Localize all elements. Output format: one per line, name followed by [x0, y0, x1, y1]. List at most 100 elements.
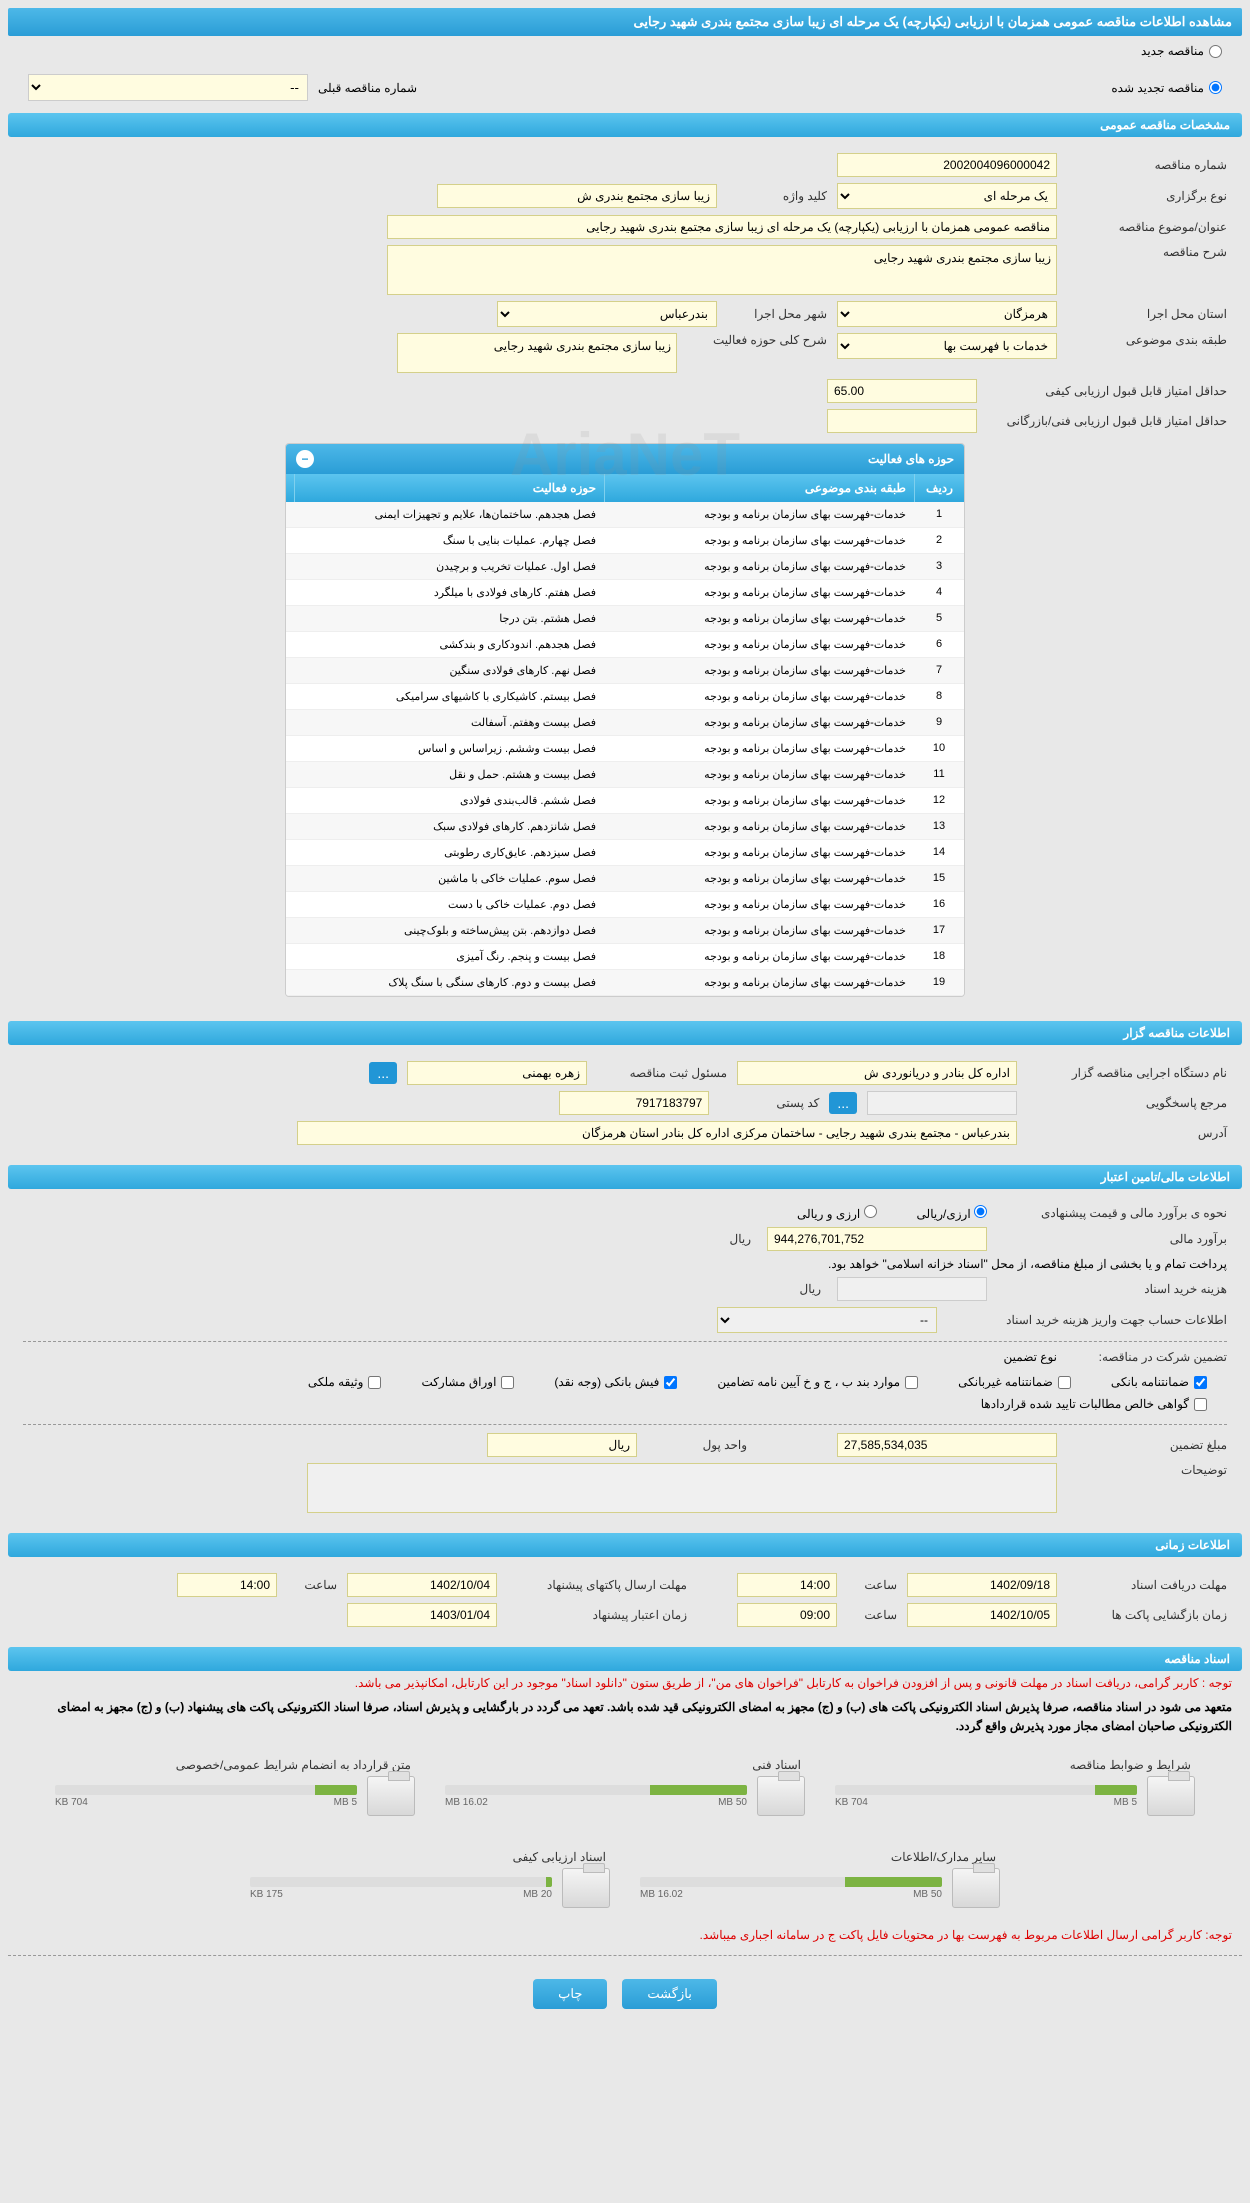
- d2-field: 1402/10/04: [347, 1573, 497, 1597]
- table-row: 12خدمات-فهرست بهای سازمان برنامه و بودجه…: [286, 788, 964, 814]
- table-row: 16خدمات-فهرست بهای سازمان برنامه و بودجه…: [286, 892, 964, 918]
- resp-field: زهره بهمنی: [407, 1061, 587, 1085]
- activity-desc-field: زیبا سازی مجتمع بندری شهید رجایی: [397, 333, 677, 373]
- method-label: نحوه ی برآورد مالی و قیمت پیشنهادی: [997, 1206, 1227, 1220]
- doc-item[interactable]: سایر مدارک/اطلاعات 50 MB16.02 MB: [640, 1846, 1000, 1908]
- ref-more-button[interactable]: ...: [829, 1092, 857, 1114]
- activities-panel: حوزه های فعالیت − ردیف طبقه بندی موضوعی …: [285, 443, 965, 997]
- table-row: 3خدمات-فهرست بهای سازمان برنامه و بودجهف…: [286, 554, 964, 580]
- table-row: 13خدمات-فهرست بهای سازمان برنامه و بودجه…: [286, 814, 964, 840]
- method-opt1[interactable]: ارزی/ریالی: [917, 1205, 987, 1221]
- category-select[interactable]: خدمات با فهرست بها: [837, 333, 1057, 359]
- t2-field: 14:00: [177, 1573, 277, 1597]
- t3-label: ساعت: [847, 1608, 897, 1622]
- table-row: 4خدمات-فهرست بهای سازمان برنامه و بودجهف…: [286, 580, 964, 606]
- collapse-icon[interactable]: −: [296, 450, 314, 468]
- t2-label: ساعت: [287, 1578, 337, 1592]
- col-index: ردیف: [914, 474, 964, 502]
- section-financial: اطلاعات مالی/تامین اعتبار: [8, 1165, 1242, 1189]
- desc-field: زیبا سازی مجتمع بندری شهید رجایی: [387, 245, 1057, 295]
- table-row: 18خدمات-فهرست بهای سازمان برنامه و بودجه…: [286, 944, 964, 970]
- resp-label: مسئول ثبت مناقصه: [597, 1066, 727, 1080]
- prev-tender-label: شماره مناقصه قبلی: [318, 81, 417, 95]
- addr-field: بندرعباس - مجتمع بندری شهید رجایی - ساخت…: [297, 1121, 1017, 1145]
- gunit-label: واحد پول: [647, 1438, 747, 1452]
- d4-label: زمان اعتبار پیشنهاد: [507, 1608, 687, 1622]
- g3[interactable]: موارد بند ب ، ج و خ آیین نامه تضامین: [717, 1375, 918, 1389]
- gamount-field: 27,585,534,035: [837, 1433, 1057, 1457]
- table-row: 11خدمات-فهرست بهای سازمان برنامه و بودجه…: [286, 762, 964, 788]
- section-general: مشخصات مناقصه عمومی: [8, 113, 1242, 137]
- g4[interactable]: فیش بانکی (وجه نقد): [554, 1375, 677, 1389]
- col-activity: حوزه فعالیت: [294, 474, 604, 502]
- gunit-field: ریال: [487, 1433, 637, 1457]
- activity-desc-label: شرح کلی حوزه فعالیت: [687, 333, 827, 347]
- gamount-label: مبلغ تضمین: [1067, 1438, 1227, 1452]
- tender-no-label: شماره مناقصه: [1067, 158, 1227, 172]
- folder-icon: [562, 1868, 610, 1908]
- cost-unit: ریال: [799, 1282, 821, 1296]
- keyword-field: زیبا سازی مجتمع بندری ش: [437, 184, 717, 208]
- table-row: 7خدمات-فهرست بهای سازمان برنامه و بودجهف…: [286, 658, 964, 684]
- docs-note3: توجه: کاربر گرامی ارسال اطلاعات مربوط به…: [8, 1923, 1242, 1947]
- min-tech-label: حداقل امتیاز قابل قبول ارزیابی فنی/بازرگ…: [987, 414, 1227, 428]
- table-row: 9خدمات-فهرست بهای سازمان برنامه و بودجهف…: [286, 710, 964, 736]
- keyword-label: کلید واژه: [727, 189, 827, 203]
- table-row: 6خدمات-فهرست بهای سازمان برنامه و بودجهف…: [286, 632, 964, 658]
- radio-new[interactable]: مناقصه جدید: [1141, 44, 1222, 58]
- table-row: 15خدمات-فهرست بهای سازمان برنامه و بودجه…: [286, 866, 964, 892]
- back-button[interactable]: بازگشت: [622, 1979, 716, 2009]
- gdesc-label: توضیحات: [1067, 1463, 1227, 1477]
- category-label: طبقه بندی موضوعی: [1067, 333, 1227, 347]
- min-qual-label: حداقل امتیاز قابل قبول ارزیابی کیفی: [987, 384, 1227, 398]
- folder-icon: [757, 1776, 805, 1816]
- doc-item[interactable]: اسناد ارزیابی کیفی 20 MB175 KB: [250, 1846, 610, 1908]
- acct-select[interactable]: --: [717, 1307, 937, 1333]
- docs-note2: متعهد می شود در اسناد مناقصه، صرفا پذیرش…: [8, 1695, 1242, 1739]
- table-row: 1خدمات-فهرست بهای سازمان برنامه و بودجهف…: [286, 502, 964, 528]
- cost-field: [837, 1277, 987, 1301]
- est-label: برآورد مالی: [997, 1232, 1227, 1246]
- province-select[interactable]: هرمزگان: [837, 301, 1057, 327]
- prev-tender-select[interactable]: --: [28, 74, 308, 101]
- g1[interactable]: ضمانتنامه بانکی: [1111, 1375, 1207, 1389]
- d3-label: زمان بازگشایی پاکت ها: [1067, 1608, 1227, 1622]
- min-tech-field: [827, 409, 977, 433]
- desc-label: شرح مناقصه: [1067, 245, 1227, 259]
- g6[interactable]: وثیقه ملکی: [308, 1375, 382, 1389]
- org-label: نام دستگاه اجرایی مناقصه گزار: [1027, 1066, 1227, 1080]
- table-row: 19خدمات-فهرست بهای سازمان برنامه و بودجه…: [286, 970, 964, 996]
- section-docs: اسناد مناقصه: [8, 1647, 1242, 1671]
- activities-title: حوزه های فعالیت: [868, 452, 954, 466]
- g5[interactable]: اوراق مشارکت: [421, 1375, 514, 1389]
- city-select[interactable]: بندرعباس: [497, 301, 717, 327]
- d2-label: مهلت ارسال پاکتهای پیشنهاد: [507, 1578, 687, 1592]
- t1-label: ساعت: [847, 1578, 897, 1592]
- doc-item[interactable]: اسناد فنی 50 MB16.02 MB: [445, 1754, 805, 1816]
- g2[interactable]: ضمانتنامه غیربانکی: [958, 1375, 1071, 1389]
- d1-label: مهلت دریافت اسناد: [1067, 1578, 1227, 1592]
- type-select[interactable]: یک مرحله ای: [837, 183, 1057, 209]
- folder-icon: [1147, 1776, 1195, 1816]
- type-label: نوع برگزاری: [1067, 189, 1227, 203]
- print-button[interactable]: چاپ: [533, 1979, 607, 2009]
- d4-field: 1403/01/04: [347, 1603, 497, 1627]
- doc-item[interactable]: شرایط و ضوابط مناقصه 5 MB704 KB: [835, 1754, 1195, 1816]
- t3-field: 09:00: [737, 1603, 837, 1627]
- section-time: اطلاعات زمانی: [8, 1533, 1242, 1557]
- table-row: 17خدمات-فهرست بهای سازمان برنامه و بودجه…: [286, 918, 964, 944]
- g7[interactable]: گواهی خالص مطالبات تایید شده قراردادها: [981, 1397, 1207, 1411]
- acct-label: اطلاعات حساب جهت واریز هزینه خرید اسناد: [947, 1313, 1227, 1327]
- table-row: 5خدمات-فهرست بهای سازمان برنامه و بودجهف…: [286, 606, 964, 632]
- doc-item[interactable]: متن قرارداد به انضمام شرایط عمومی/خصوصی …: [55, 1754, 415, 1816]
- est-unit: ریال: [729, 1232, 751, 1246]
- payment-note: پرداخت تمام و یا بخشی از مبلغ مناقصه، از…: [828, 1257, 1227, 1271]
- gtype-label: نوع تضمین: [1004, 1350, 1057, 1364]
- method-opt2[interactable]: ارزی و ریالی: [797, 1205, 877, 1221]
- tender-no-field: 2002004096000042: [837, 153, 1057, 177]
- radio-renewed[interactable]: مناقصه تجدید شده: [1111, 81, 1222, 95]
- more-button[interactable]: ...: [369, 1062, 397, 1084]
- table-row: 8خدمات-فهرست بهای سازمان برنامه و بودجهف…: [286, 684, 964, 710]
- docs-note1: توجه : کاربر گرامی، دریافت اسناد در مهلت…: [8, 1671, 1242, 1695]
- city-label: شهر محل اجرا: [727, 307, 827, 321]
